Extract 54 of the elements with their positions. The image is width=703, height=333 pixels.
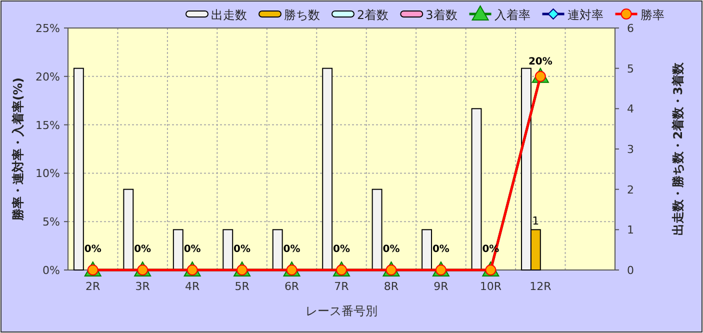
data-label: 0% — [432, 244, 450, 255]
y2-tick-label: 5 — [627, 62, 634, 76]
x-tick-label: 3R — [135, 280, 150, 293]
bar — [521, 68, 532, 270]
x-tick-label: 9R — [434, 280, 449, 293]
bar — [422, 229, 432, 270]
y-tick-label: 0% — [42, 264, 60, 277]
x-tick-label: 12R — [530, 280, 552, 293]
y-tick-label: 25% — [36, 22, 60, 35]
legend-label: 連対率 — [567, 8, 604, 22]
bar — [322, 68, 333, 270]
bar — [471, 108, 482, 270]
bar — [222, 229, 234, 270]
y2-tick-label: 1 — [627, 224, 634, 237]
y2-axis-title: 出走数・勝ち数・2着数・3着数 — [671, 62, 685, 236]
x-tick-label: 8R — [384, 280, 399, 293]
y-axis-title: 勝率・連対率・入着率(%) — [11, 78, 25, 222]
y2-tick-label: 2 — [627, 183, 634, 196]
data-label: 0% — [84, 244, 102, 255]
data-label: 20% — [528, 56, 552, 68]
legend-label: 2着数 — [357, 8, 389, 22]
data-label: 0% — [134, 244, 152, 255]
data-label: 0% — [184, 244, 201, 255]
bar — [123, 188, 134, 270]
legend-label: 3着数 — [426, 8, 458, 22]
x-tick-label: 6R — [284, 280, 300, 293]
bar — [372, 188, 382, 270]
legend-label: 入着率 — [494, 8, 530, 22]
x-tick-label: 7R — [334, 280, 350, 293]
data-label: 1 — [532, 214, 540, 228]
y-tick-label: 10% — [36, 167, 60, 180]
x-tick-label: 2R — [86, 280, 101, 293]
y2-tick-label: 3 — [627, 143, 634, 156]
data-label: 0% — [333, 244, 350, 255]
legend-label: 勝率 — [640, 8, 664, 22]
x-tick-label: 10R — [480, 280, 502, 293]
x-tick-label: 5R — [234, 280, 250, 293]
bar — [73, 68, 84, 270]
bar — [272, 229, 283, 270]
x-tick-label: 4R — [184, 280, 200, 293]
y-tick-label: 15% — [36, 118, 60, 132]
y2-tick-label: 6 — [627, 22, 634, 35]
data-label: 0% — [283, 244, 300, 255]
x-axis-title: レース番号別 — [306, 304, 378, 318]
bar — [172, 229, 184, 270]
legend-label: 出走数 — [211, 8, 247, 22]
data-label: 0% — [382, 244, 400, 255]
y-tick-label: 20% — [36, 70, 60, 84]
勝ち数: 1 — [530, 214, 541, 270]
y2-tick-label: 4 — [627, 102, 634, 116]
y-tick-label: 5% — [42, 216, 60, 229]
data-label: 0% — [234, 244, 251, 255]
y2-tick-label: 0 — [627, 264, 634, 277]
legend-label: 勝ち数 — [284, 8, 320, 22]
